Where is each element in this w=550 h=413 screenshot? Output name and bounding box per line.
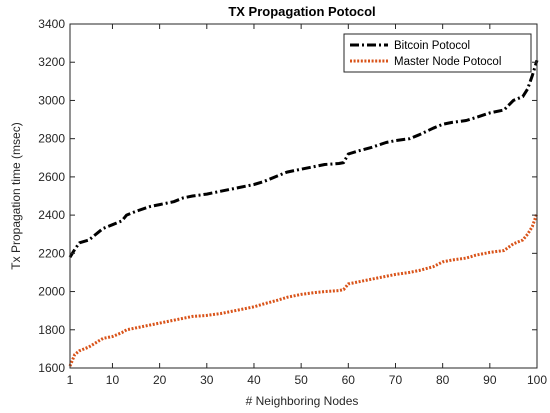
x-tick-label: 30 [200,373,214,387]
x-axis-label: # Neighboring Nodes [246,394,359,408]
y-axis-label: Tx Propagation time (msec) [9,122,23,269]
legend-label: Master Node Potocol [394,56,501,68]
y-tick-label: 2400 [38,208,65,222]
x-tick-label: 80 [436,373,450,387]
y-tick-label: 3200 [38,55,65,69]
series-line-master-node [68,212,539,367]
legend: Bitcoin Potocol Master Node Potocol [343,33,532,73]
axis-layer: 1 10 20 30 40 50 60 70 80 90 100 1600 1800 2000 2200 24… [38,17,547,387]
y-tick-label: 1800 [38,323,65,337]
x-tick-label: 100 [527,373,547,387]
y-tick-label: 2200 [38,246,65,260]
x-tick-label: 50 [294,373,308,387]
chart-title: TX Propagation Potocol [228,4,375,19]
y-tick-label: 2600 [38,170,65,184]
x-tick-label: 60 [342,373,356,387]
y-tick-label: 2000 [38,285,65,299]
y-tick-label: 3400 [38,17,65,31]
y-tick-label: 2800 [38,132,65,146]
x-tick-label: 70 [389,373,403,387]
axes-box [69,23,538,369]
x-tick-label: 1 [67,373,74,387]
x-tick-label: 20 [153,373,167,387]
x-tick-label: 90 [483,373,497,387]
plot-area [70,24,537,368]
series-line-bitcoin [68,59,539,258]
legend-box [343,33,532,73]
x-tick-label: 40 [247,373,261,387]
x-tick-label: 10 [106,373,120,387]
y-tick-label: 3000 [38,93,65,107]
legend-label: Bitcoin Potocol [394,40,470,52]
y-tick-label: 1600 [38,361,65,375]
series-layer [68,59,539,367]
